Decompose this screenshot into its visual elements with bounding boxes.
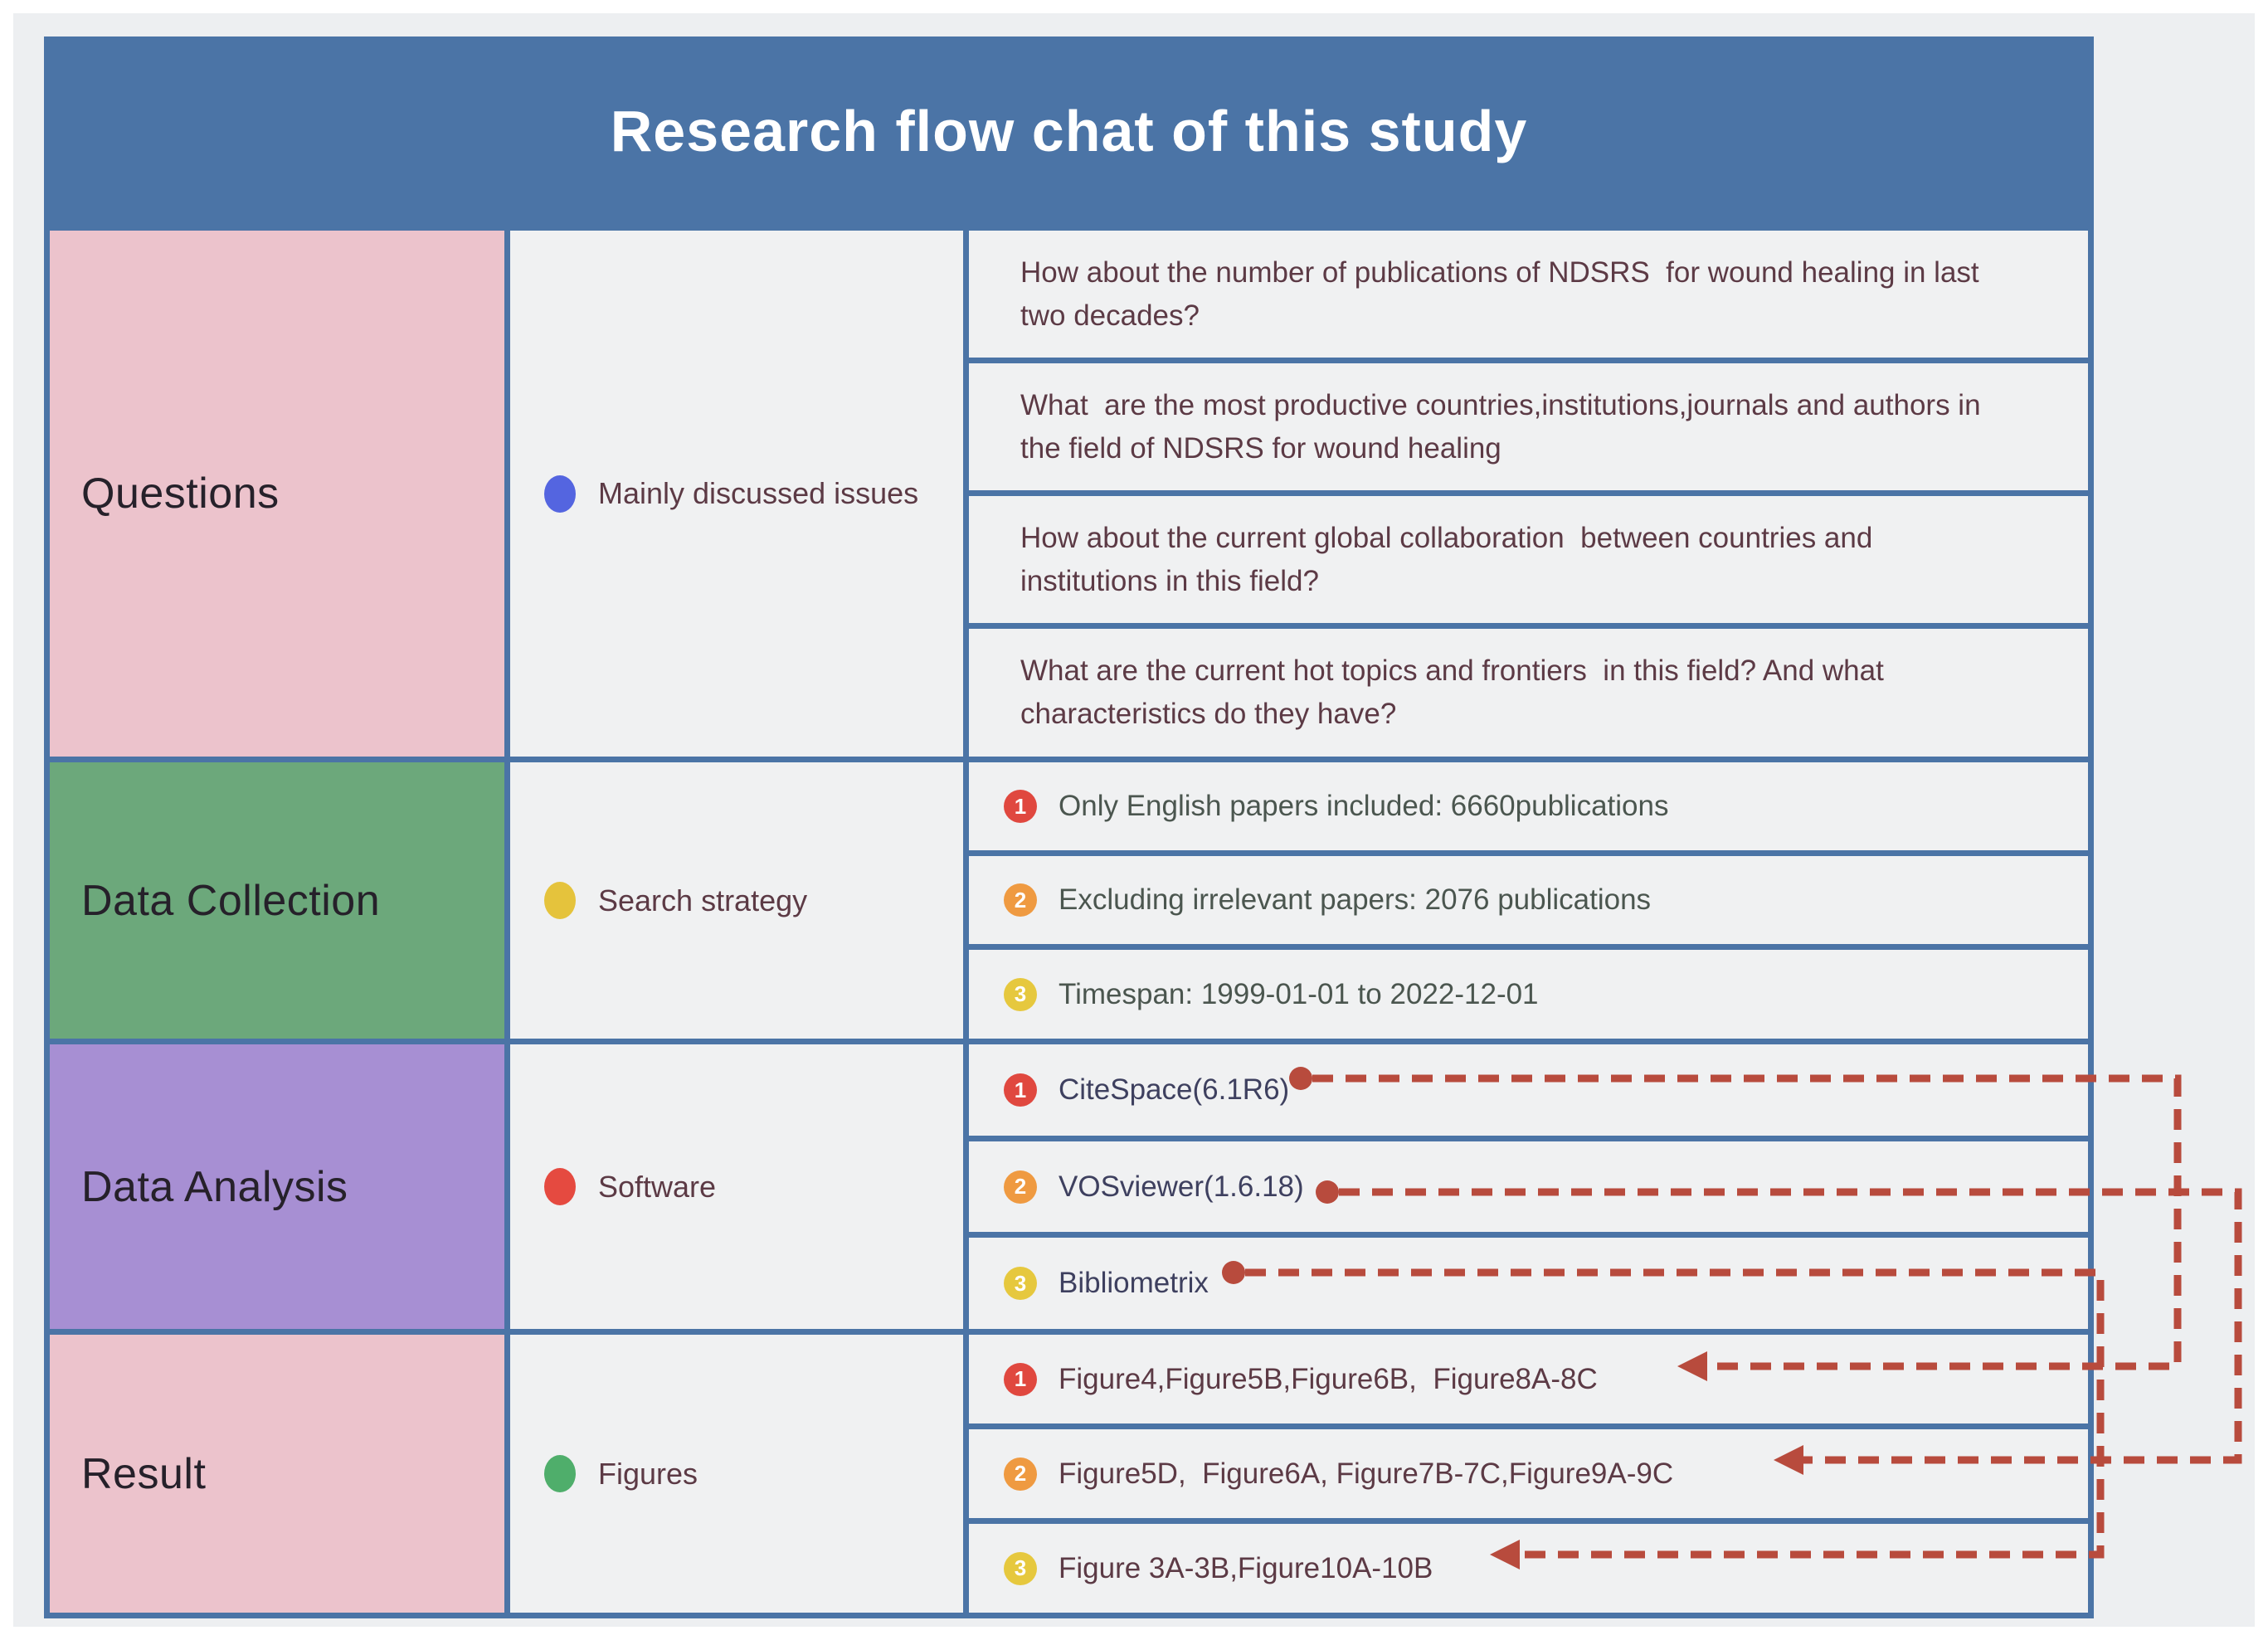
number-2-badge: 2 bbox=[1004, 1170, 1037, 1204]
category-label: Result bbox=[81, 1449, 207, 1498]
item-text: Figure4,Figure5B,Figure6B, Figure8A-8C bbox=[1059, 1362, 1598, 1395]
middle-label: Software bbox=[598, 1169, 717, 1204]
item-text: How about the number of publications of … bbox=[1020, 255, 1988, 332]
item-text: VOSviewer(1.6.18) bbox=[1059, 1170, 1304, 1203]
middle-cell-result: Figures bbox=[510, 1335, 963, 1613]
category-result: Result bbox=[50, 1335, 504, 1613]
green-dot-icon bbox=[544, 1455, 576, 1492]
result-item-2: 2 Figure5D, Figure6A, Figure7B-7C,Figure… bbox=[969, 1429, 2088, 1518]
yellow-dot-icon bbox=[544, 882, 576, 919]
page-title: Research flow chat of this study bbox=[610, 98, 1528, 163]
item-text: Excluding irrelevant papers: 2076 public… bbox=[1059, 883, 1652, 917]
data-analysis-item-2: 2 VOSviewer(1.6.18) bbox=[969, 1141, 2088, 1232]
data-analysis-item-1: 1 CiteSpace(6.1R6) bbox=[969, 1044, 2088, 1136]
number-1-badge: 1 bbox=[1004, 790, 1037, 823]
category-questions: Questions bbox=[50, 231, 504, 757]
item-text: What are the current hot topics and fron… bbox=[1020, 655, 1892, 730]
item-text: What are the most productive countries,i… bbox=[1020, 388, 1989, 465]
number-2-badge: 2 bbox=[1004, 883, 1037, 917]
number-2-badge: 2 bbox=[1004, 1457, 1037, 1491]
middle-cell-data-collection: Search strategy bbox=[510, 762, 963, 1039]
number-3-badge: 3 bbox=[1004, 1551, 1037, 1585]
title-bar: Research flow chat of this study bbox=[50, 42, 2088, 219]
red-dot-icon bbox=[544, 1168, 576, 1205]
item-text: How about the current global collaborati… bbox=[1020, 521, 1881, 597]
item-text: Only English papers included: 6660public… bbox=[1059, 790, 1669, 823]
category-label: Data Analysis bbox=[81, 1162, 348, 1211]
research-flow-table: Research flow chat of this study Questio… bbox=[44, 36, 2094, 1618]
blue-dot-icon bbox=[544, 474, 576, 513]
category-data-analysis: Data Analysis bbox=[50, 1044, 504, 1329]
question-item-2: What are the most productive countries,i… bbox=[969, 363, 2088, 490]
item-text: Bibliometrix bbox=[1059, 1267, 1209, 1300]
middle-label: Mainly discussed issues bbox=[598, 476, 919, 510]
middle-label: Search strategy bbox=[598, 883, 808, 917]
number-1-badge: 1 bbox=[1004, 1362, 1037, 1396]
item-text: Figure 3A-3B,Figure10A-10B bbox=[1059, 1551, 1433, 1584]
number-3-badge: 3 bbox=[1004, 1267, 1037, 1300]
question-item-1: How about the number of publications of … bbox=[969, 231, 2088, 358]
data-collection-item-2: 2 Excluding irrelevant papers: 2076 publ… bbox=[969, 856, 2088, 944]
category-label: Questions bbox=[81, 470, 280, 518]
result-item-1: 1 Figure4,Figure5B,Figure6B, Figure8A-8C bbox=[969, 1335, 2088, 1423]
item-text: Figure5D, Figure6A, Figure7B-7C,Figure9A… bbox=[1059, 1457, 1674, 1490]
item-text: CiteSpace(6.1R6) bbox=[1059, 1073, 1290, 1107]
middle-cell-questions: Mainly discussed issues bbox=[510, 231, 963, 757]
category-label: Data Collection bbox=[81, 876, 381, 925]
diagram-canvas: Research flow chat of this study Questio… bbox=[13, 13, 2255, 1627]
data-analysis-item-3: 3 Bibliometrix bbox=[969, 1238, 2088, 1329]
number-3-badge: 3 bbox=[1004, 977, 1037, 1011]
question-item-4: What are the current hot topics and fron… bbox=[969, 629, 2088, 757]
result-item-3: 3 Figure 3A-3B,Figure10A-10B bbox=[969, 1524, 2088, 1613]
question-item-3: How about the current global collaborati… bbox=[969, 496, 2088, 623]
middle-label: Figures bbox=[598, 1456, 698, 1491]
category-data-collection: Data Collection bbox=[50, 762, 504, 1039]
number-1-badge: 1 bbox=[1004, 1073, 1037, 1107]
middle-cell-data-analysis: Software bbox=[510, 1044, 963, 1329]
data-collection-item-1: 1 Only English papers included: 6660publ… bbox=[969, 762, 2088, 850]
data-collection-item-3: 3 Timespan: 1999-01-01 to 2022-12-01 bbox=[969, 950, 2088, 1039]
item-text: Timespan: 1999-01-01 to 2022-12-01 bbox=[1059, 977, 1539, 1010]
